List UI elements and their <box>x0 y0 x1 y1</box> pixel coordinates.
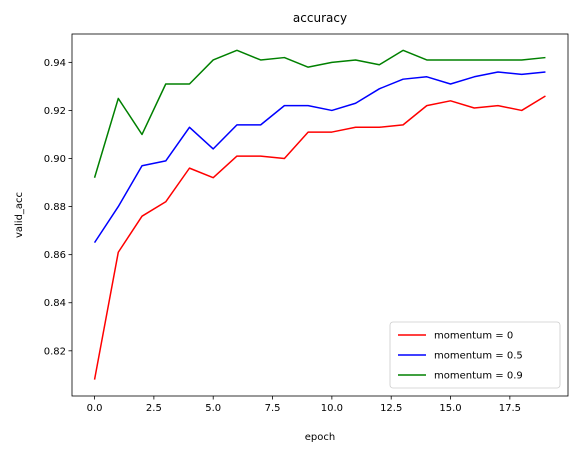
y-tick-label: 0.90 <box>44 154 66 165</box>
x-tick-label: 2.5 <box>146 403 162 414</box>
x-tick-label: 17.5 <box>499 403 521 414</box>
x-tick-label: 12.5 <box>380 403 402 414</box>
legend-label-1: momentum = 0 <box>434 331 513 342</box>
y-tick-label: 0.84 <box>44 298 66 309</box>
y-tick-label: 0.86 <box>44 250 66 261</box>
y-axis: 0.82 0.84 0.86 0.88 0.90 0.92 0.94 <box>44 58 72 357</box>
y-tick-label: 0.92 <box>44 106 66 117</box>
series-line-3 <box>93 49 546 178</box>
series-group <box>93 49 546 380</box>
x-tick-label: 7.5 <box>265 403 281 414</box>
plot-frame <box>71 33 569 397</box>
y-tick-label: 0.94 <box>44 58 66 69</box>
legend-label-3: momentum = 0.9 <box>434 371 523 382</box>
y-tick-label: 0.82 <box>44 346 66 357</box>
x-tick-label: 0.0 <box>87 403 103 414</box>
y-tick-label: 0.88 <box>44 202 66 213</box>
legend-label-2: momentum = 0.5 <box>434 351 523 362</box>
legend: momentum = 0 momentum = 0.5 momentum = 0.9 <box>389 321 561 389</box>
series-line-1 <box>93 95 546 380</box>
y-axis-label: valid_acc <box>14 192 25 238</box>
x-tick-label: 5.0 <box>205 403 221 414</box>
chart-title: accuracy <box>293 11 347 25</box>
x-axis-label: epoch <box>305 432 335 443</box>
x-tick-label: 10.0 <box>321 403 343 414</box>
x-tick-label: 15.0 <box>439 403 461 414</box>
x-axis: 0.0 2.5 5.0 7.5 10.0 12.5 15.0 17.5 <box>87 396 521 414</box>
legend-box <box>389 321 561 389</box>
series-line-2 <box>93 71 546 244</box>
